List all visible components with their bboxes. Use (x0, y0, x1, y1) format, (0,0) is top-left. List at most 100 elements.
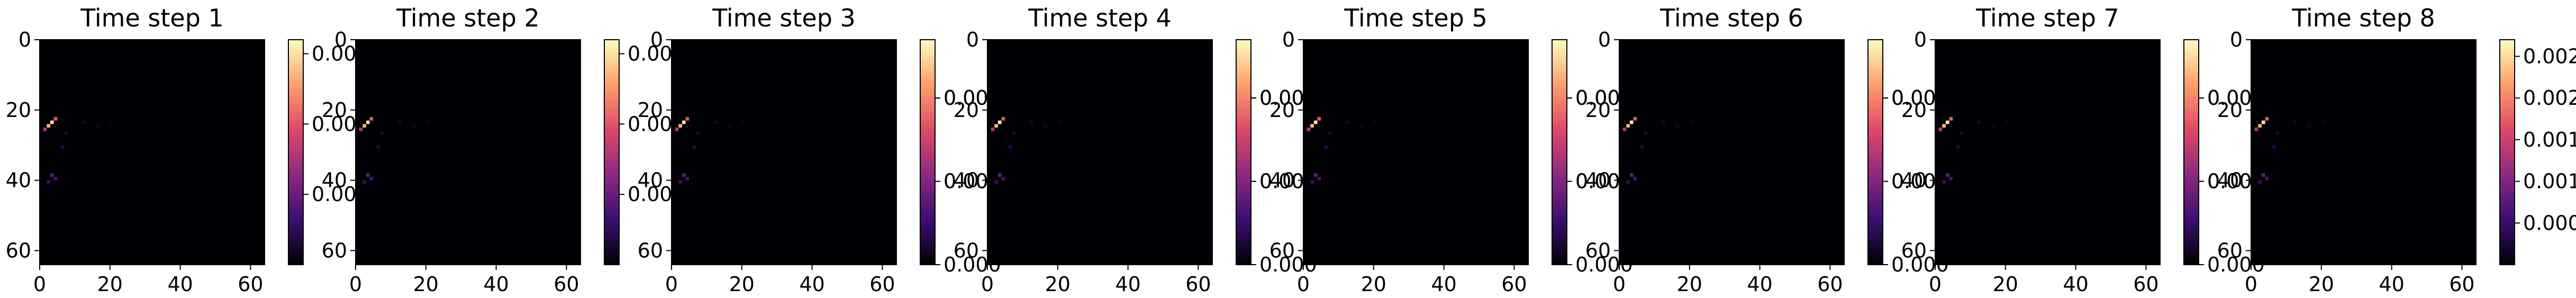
heatmap-cell (64, 131, 68, 135)
x-tick-label: 20 (413, 273, 439, 296)
heatmap-cell (2275, 131, 2280, 135)
y-tick-label: 20 (1269, 98, 1295, 122)
colorbar (288, 39, 304, 265)
x-tick-label: 40 (799, 273, 824, 296)
y-tick-label: 20 (954, 98, 979, 122)
colorbar (920, 39, 936, 265)
y-tick-label: 0 (1282, 28, 1295, 51)
heatmap-background (672, 40, 896, 265)
heatmap-cell (1675, 124, 1679, 128)
heatmap-cell (1626, 180, 1630, 184)
y-tick-label: 60 (2217, 239, 2243, 262)
heatmap-cell (369, 117, 374, 121)
heatmap-cell (1942, 180, 1946, 184)
heatmap-background (40, 40, 265, 265)
heatmap-cell (53, 176, 58, 180)
y-tick-label: 40 (2217, 169, 2243, 192)
panel-title: Time step 4 (1028, 4, 1172, 32)
y-tick-label: 40 (1269, 169, 1295, 192)
x-tick-label: 20 (2309, 273, 2334, 296)
heatmap-cell (60, 145, 65, 149)
heatmap-cell (1633, 176, 1637, 180)
heatmap-cell (110, 120, 114, 124)
panel-title: Time step 3 (712, 4, 856, 32)
x-tick-label: 20 (1677, 273, 1702, 296)
heatmap-cell (412, 124, 415, 128)
y-tick-label: 0 (1914, 28, 1927, 51)
y-tick-label: 40 (1901, 169, 1927, 192)
heatmap-cell (50, 173, 54, 177)
x-tick-label: 60 (238, 273, 263, 296)
x-tick-label: 40 (483, 273, 509, 296)
heatmap-cell (366, 120, 370, 124)
x-tick-label: 40 (1431, 273, 1456, 296)
heatmap-cell (1629, 120, 1634, 124)
heatmap-cell (1373, 120, 1377, 124)
axes-frame (39, 39, 265, 265)
heatmap-cell (369, 176, 374, 180)
heatmap-cell (678, 124, 682, 128)
y-tick-label: 20 (1901, 98, 1927, 122)
heatmap-cell (1640, 145, 1644, 149)
heatmap-cell (1960, 131, 1964, 135)
panel-title: Time step 2 (396, 4, 540, 32)
heatmap-cell (2261, 120, 2265, 124)
heatmap-cell (376, 145, 380, 149)
heatmap-cell (1949, 176, 1953, 180)
heatmap-cell (380, 131, 384, 135)
heatmap-cell (1629, 173, 1634, 177)
axes-frame (1303, 39, 1529, 265)
heatmap-cell (728, 124, 731, 128)
heatmap-cell (81, 120, 86, 124)
heatmap-background (356, 40, 580, 265)
heatmap-cell (43, 128, 47, 131)
heatmap-cell (1310, 180, 1314, 184)
y-tick-label: 40 (954, 169, 979, 192)
heatmap-cell (397, 120, 402, 124)
heatmap-cell (1956, 145, 1960, 149)
x-tick-label: 60 (1817, 273, 1843, 296)
colorbar (604, 39, 620, 265)
x-tick-label: 0 (33, 273, 46, 296)
x-tick-label: 0 (2245, 273, 2257, 296)
x-tick-label: 40 (1747, 273, 1772, 296)
heatmap-cell (1689, 120, 1693, 124)
heatmap-background (1619, 40, 1844, 265)
heatmap-cell (1626, 124, 1630, 128)
y-tick-label: 40 (638, 169, 663, 192)
heatmap-cell (991, 128, 995, 131)
x-tick-label: 40 (167, 273, 193, 296)
y-tick-label: 60 (1585, 239, 1611, 262)
panel-title: Time step 6 (1659, 4, 1803, 32)
x-tick-label: 0 (1297, 273, 1310, 296)
x-tick-label: 60 (1185, 273, 1211, 296)
y-tick-label: 60 (322, 239, 347, 262)
heatmap-background (1303, 40, 1528, 265)
heatmap-cell (1949, 117, 1953, 121)
panel-title: Time step 7 (1975, 4, 2119, 32)
colorbar (1236, 39, 1251, 265)
heatmap-cell (2258, 180, 2262, 184)
heatmap-cell (1622, 128, 1627, 131)
y-tick-label: 60 (954, 239, 979, 262)
axes-frame (671, 39, 897, 265)
heatmap-cell (1310, 124, 1314, 128)
heatmap-cell (1991, 124, 1995, 128)
heatmap-cell (1324, 145, 1328, 149)
x-tick-label: 20 (1361, 273, 1386, 296)
x-tick-label: 0 (981, 273, 994, 296)
heatmap-cell (1317, 176, 1321, 180)
y-tick-label: 60 (638, 239, 663, 262)
x-tick-label: 60 (869, 273, 895, 296)
axes-frame (2251, 39, 2477, 265)
y-tick-label: 20 (6, 98, 31, 122)
heatmap-cell (1001, 176, 1005, 180)
y-tick-label: 60 (1269, 239, 1295, 262)
axes-frame (355, 39, 581, 265)
heatmap-cell (1644, 131, 1648, 135)
heatmap-cell (47, 180, 50, 184)
x-tick-label: 0 (349, 273, 362, 296)
heatmap-cell (692, 145, 696, 149)
